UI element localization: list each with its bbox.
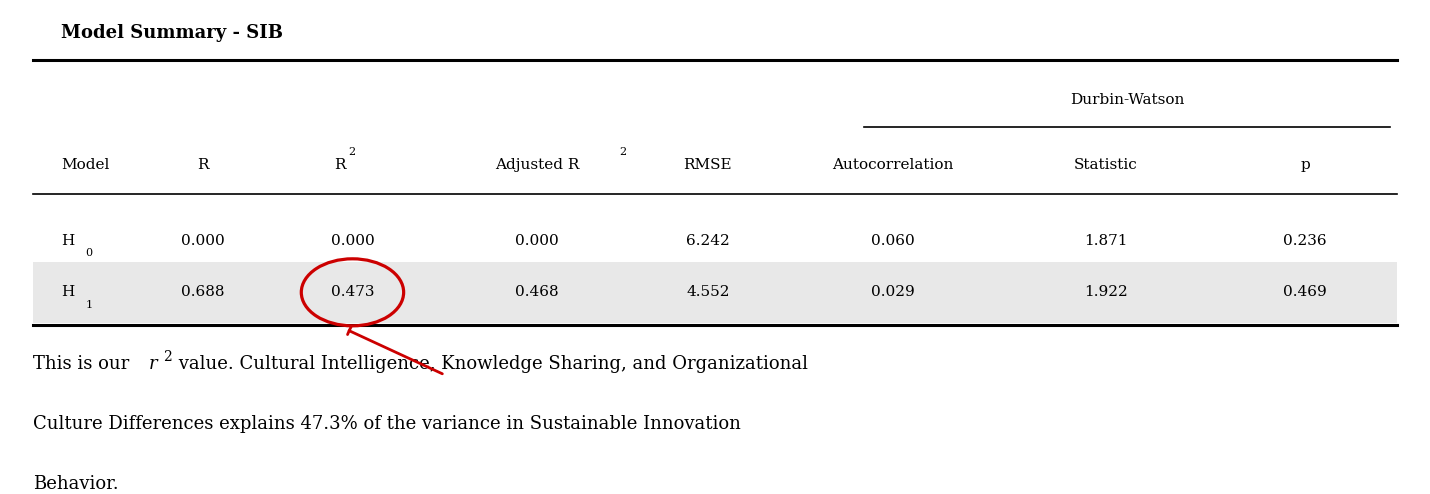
Text: 2: 2 xyxy=(349,147,355,157)
Text: Durbin-Watson: Durbin-Watson xyxy=(1070,93,1184,107)
Text: 0.468: 0.468 xyxy=(515,286,559,299)
Text: p: p xyxy=(1300,158,1310,172)
Text: This is our: This is our xyxy=(33,355,134,373)
Text: 0.473: 0.473 xyxy=(330,286,375,299)
Text: 1.922: 1.922 xyxy=(1084,286,1128,299)
Text: RMSE: RMSE xyxy=(684,158,732,172)
Text: 0.236: 0.236 xyxy=(1283,234,1327,248)
Text: Adjusted R: Adjusted R xyxy=(495,158,579,172)
Text: H: H xyxy=(61,234,74,248)
Text: 0.469: 0.469 xyxy=(1283,286,1327,299)
Text: 0.000: 0.000 xyxy=(330,234,375,248)
Text: 0.060: 0.060 xyxy=(871,234,915,248)
Text: 0.000: 0.000 xyxy=(515,234,559,248)
Text: H: H xyxy=(61,286,74,299)
Text: Behavior.: Behavior. xyxy=(33,476,119,494)
Text: Autocorrelation: Autocorrelation xyxy=(832,158,954,172)
Text: 2: 2 xyxy=(163,349,172,364)
Text: 0.029: 0.029 xyxy=(871,286,915,299)
Text: value. Cultural Intelligence, Knowledge Sharing, and Organizational: value. Cultural Intelligence, Knowledge … xyxy=(173,355,808,373)
Text: Model Summary - SIB: Model Summary - SIB xyxy=(61,24,283,42)
Text: 2: 2 xyxy=(619,147,626,157)
Text: Statistic: Statistic xyxy=(1074,158,1138,172)
Text: r: r xyxy=(149,355,157,373)
Text: 0.000: 0.000 xyxy=(182,234,225,248)
Text: 0.688: 0.688 xyxy=(182,286,225,299)
Text: R: R xyxy=(197,158,209,172)
Text: 4.552: 4.552 xyxy=(686,286,729,299)
Text: 6.242: 6.242 xyxy=(686,234,729,248)
Text: Model: Model xyxy=(61,158,110,172)
Text: Culture Differences explains 47.3% of the variance in Sustainable Innovation: Culture Differences explains 47.3% of th… xyxy=(33,415,741,433)
FancyBboxPatch shape xyxy=(33,262,1397,323)
Text: 1.871: 1.871 xyxy=(1084,234,1128,248)
Text: 0: 0 xyxy=(86,248,93,258)
Text: R: R xyxy=(333,158,346,172)
Text: 1: 1 xyxy=(86,300,93,310)
